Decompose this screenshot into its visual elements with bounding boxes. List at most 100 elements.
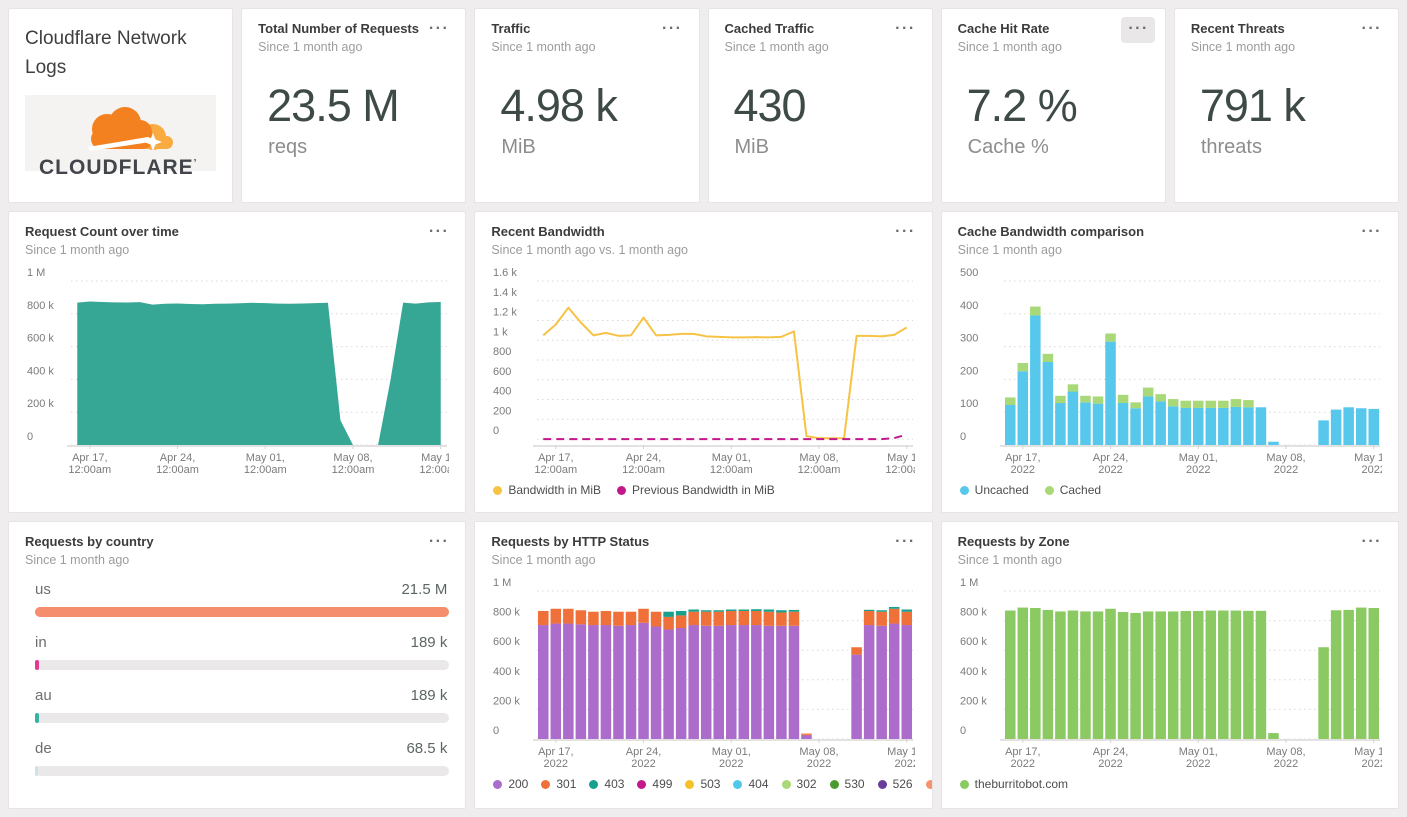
legend-label: Previous Bandwidth in MiB: [632, 483, 775, 498]
svg-text:12:00am: 12:00am: [419, 464, 449, 476]
country-value: 21.5 M: [401, 581, 448, 599]
stat-unit: MiB: [734, 136, 769, 159]
svg-text:0: 0: [493, 425, 499, 437]
legend-dot-icon: [493, 779, 503, 789]
svg-text:2022: 2022: [632, 758, 656, 770]
svg-text:2022: 2022: [1273, 758, 1297, 770]
http-status-chart: 1 M 800 k 600 k 400 k 200 k 0 Apr 17, 2022 Apr 2…: [491, 573, 915, 771]
panel-title: Recent Bandwidth: [491, 224, 605, 239]
stat-card-traffic: Traffic Since 1 month ago ··· 4.98 k MiB: [474, 8, 700, 203]
panel-menu-icon[interactable]: ···: [1121, 17, 1155, 43]
panel-menu-icon[interactable]: ···: [895, 533, 916, 550]
svg-text:200 k: 200 k: [493, 696, 520, 708]
legend-item[interactable]: Bandwidth in MiB: [493, 483, 601, 497]
panel-subtitle: Since 1 month ago: [957, 40, 1062, 55]
svg-text:1.6 k: 1.6 k: [493, 267, 517, 279]
legend-item[interactable]: 526: [877, 777, 913, 791]
panel-menu-icon[interactable]: ···: [1361, 223, 1382, 240]
panel-menu-icon[interactable]: ···: [428, 223, 450, 240]
panel-title: Total Number of Requests: [258, 21, 419, 36]
panel-menu-icon[interactable]: ···: [895, 223, 916, 240]
panel-subtitle: Since 1 month ago: [724, 40, 829, 55]
panel-subtitle: Since 1 month ago: [258, 40, 363, 55]
svg-text:600 k: 600 k: [27, 333, 54, 345]
svg-text:2022: 2022: [1186, 758, 1210, 770]
svg-text:2022: 2022: [1010, 758, 1034, 770]
svg-text:12:00am: 12:00am: [68, 464, 111, 476]
panel-menu-icon[interactable]: ···: [895, 20, 916, 37]
legend-label: 301: [556, 777, 577, 792]
cloudflare-cloud-icon: [87, 107, 173, 151]
country-label: au: [35, 687, 52, 705]
legend-item[interactable]: 200: [493, 777, 528, 791]
zone-chart: 1 M 800 k 600 k 400 k 200 k 0 Apr 17, 2022 Apr 2…: [958, 573, 1382, 771]
svg-text:1 M: 1 M: [493, 577, 511, 589]
stat-unit: threats: [1200, 136, 1262, 159]
svg-text:200: 200: [960, 366, 978, 378]
legend-item[interactable]: Cached: [1044, 483, 1101, 497]
legend-label: 403: [604, 777, 625, 792]
legend-item[interactable]: 301: [541, 777, 576, 791]
stat-unit: reqs: [268, 136, 308, 159]
legend-item[interactable]: Previous Bandwidth in MiB: [617, 483, 775, 497]
svg-text:2022: 2022: [1186, 464, 1210, 476]
svg-text:2022: 2022: [544, 758, 568, 770]
svg-text:200: 200: [493, 406, 511, 418]
country-label: in: [35, 634, 47, 652]
legend-item[interactable]: 524: [925, 777, 932, 791]
country-bar-track: [35, 766, 450, 777]
country-row: de 68.5 k: [25, 740, 450, 777]
legend-dot-icon: [959, 485, 969, 495]
panel-requests-by-country: Requests by country Since 1 month ago ··…: [8, 521, 467, 809]
svg-text:12:00am: 12:00am: [244, 464, 287, 476]
stat-unit: MiB: [501, 136, 536, 159]
legend-item[interactable]: 403: [589, 777, 624, 791]
panel-menu-icon[interactable]: ···: [428, 533, 450, 550]
svg-text:400 k: 400 k: [960, 666, 987, 678]
country-bar-track: [35, 607, 450, 618]
panel-subtitle: Since 1 month ago: [25, 243, 130, 258]
legend-item[interactable]: Uncached: [959, 483, 1029, 497]
svg-text:May 01,: May 01,: [712, 746, 751, 758]
country-value: 68.5 k: [406, 740, 448, 758]
legend-item[interactable]: 503: [685, 777, 720, 791]
legend-dot-icon: [829, 779, 839, 789]
panel-title: Requests by HTTP Status: [491, 534, 650, 549]
svg-text:600 k: 600 k: [493, 636, 520, 648]
legend-item[interactable]: 530: [829, 777, 865, 791]
svg-text:200 k: 200 k: [27, 398, 54, 410]
legend-item[interactable]: 499: [637, 777, 672, 791]
country-bar: [35, 607, 450, 618]
legend-item[interactable]: theburritobot.com: [959, 777, 1068, 791]
panel-menu-icon[interactable]: ···: [662, 20, 683, 37]
panel-subtitle: Since 1 month ago: [1190, 40, 1296, 55]
stat-unit: Cache %: [967, 136, 1049, 159]
legend-label: 503: [700, 777, 721, 792]
legend-item[interactable]: 404: [733, 777, 769, 791]
stat-card-cache-hit-rate: Cache Hit Rate Since 1 month ago ··· 7.2…: [940, 8, 1166, 203]
brand-card: Cloudflare Network Logs CLOUDFLARE’: [8, 8, 234, 203]
panel-menu-icon[interactable]: ···: [1361, 20, 1382, 37]
svg-text:0: 0: [27, 431, 33, 443]
legend-dot-icon: [617, 485, 627, 495]
svg-text:May 01,: May 01,: [246, 452, 285, 464]
svg-text:400 k: 400 k: [493, 666, 520, 678]
chart-legend: theburritobot.com: [958, 771, 1382, 797]
legend-dot-icon: [877, 779, 887, 789]
panel-menu-icon[interactable]: ···: [428, 20, 450, 37]
panel-menu-icon[interactable]: ···: [1361, 533, 1382, 550]
svg-text:Apr 17,: Apr 17,: [1005, 746, 1040, 758]
country-value: 189 k: [410, 687, 448, 705]
stat-card-cached-traffic: Cached Traffic Since 1 month ago ··· 430…: [707, 8, 933, 203]
svg-text:2022: 2022: [719, 758, 743, 770]
svg-text:12:00am: 12:00am: [622, 464, 665, 476]
panel-title: Requests by Zone: [957, 534, 1070, 549]
cloudflare-wordmark: CLOUDFLARE’: [39, 156, 198, 179]
stat-card-total-requests: Total Number of Requests Since 1 month a…: [241, 8, 467, 203]
panel-requests-by-zone: Requests by Zone Since 1 month ago ··· 1…: [940, 521, 1399, 809]
panel-title: Traffic: [491, 21, 531, 36]
legend-item[interactable]: 302: [781, 777, 817, 791]
svg-text:May 01,: May 01,: [1178, 452, 1217, 464]
chart-legend: [25, 477, 449, 503]
